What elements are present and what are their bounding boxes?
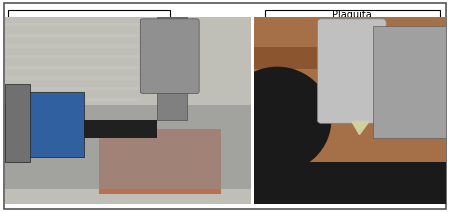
FancyBboxPatch shape	[8, 60, 96, 106]
FancyBboxPatch shape	[254, 162, 446, 204]
FancyBboxPatch shape	[158, 17, 187, 120]
FancyBboxPatch shape	[5, 23, 140, 26]
Polygon shape	[352, 121, 369, 134]
FancyBboxPatch shape	[4, 3, 446, 209]
FancyBboxPatch shape	[5, 84, 30, 162]
FancyBboxPatch shape	[84, 120, 158, 138]
FancyBboxPatch shape	[317, 19, 386, 123]
Text: Plaquita
TNMG 160408-23 H13A: Plaquita TNMG 160408-23 H13A	[295, 10, 410, 33]
FancyBboxPatch shape	[5, 98, 140, 101]
FancyBboxPatch shape	[5, 55, 140, 58]
FancyBboxPatch shape	[295, 106, 400, 128]
FancyBboxPatch shape	[8, 10, 170, 34]
FancyBboxPatch shape	[5, 66, 140, 69]
FancyBboxPatch shape	[25, 37, 151, 61]
Text: Dinamómetro
Kistler 9121: Dinamómetro Kistler 9121	[314, 106, 381, 128]
FancyBboxPatch shape	[140, 19, 199, 93]
Text: Centro de mecanizado CNC Lagun: Centro de mecanizado CNC Lagun	[5, 17, 173, 27]
FancyBboxPatch shape	[5, 33, 140, 37]
Circle shape	[224, 67, 331, 172]
Text: Material
Øext= 48 mm, e= 2 mm: Material Øext= 48 mm, e= 2 mm	[27, 38, 148, 61]
FancyBboxPatch shape	[99, 129, 221, 194]
FancyBboxPatch shape	[5, 105, 251, 189]
FancyBboxPatch shape	[5, 44, 140, 48]
FancyBboxPatch shape	[5, 76, 140, 80]
FancyBboxPatch shape	[254, 47, 446, 69]
FancyBboxPatch shape	[5, 87, 140, 90]
FancyBboxPatch shape	[265, 10, 440, 34]
FancyBboxPatch shape	[15, 92, 84, 157]
Text: Cámara
termográfica
FLIR Titanium
550M: Cámara termográfica FLIR Titanium 550M	[18, 59, 86, 108]
FancyBboxPatch shape	[373, 26, 446, 138]
